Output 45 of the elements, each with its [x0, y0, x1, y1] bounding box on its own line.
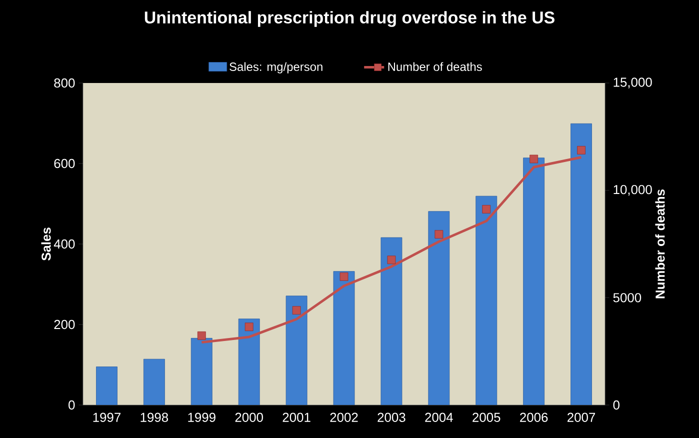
bar	[238, 318, 260, 405]
point	[482, 205, 491, 214]
bar	[96, 366, 118, 405]
legend-label: Number of deaths	[388, 62, 482, 71]
x-tick-label: 1999	[188, 412, 216, 422]
y2-tick-label: 5000	[613, 293, 642, 302]
point	[340, 272, 348, 281]
point	[197, 331, 206, 340]
x-tick-label: 2001	[282, 412, 310, 422]
y2-tick-label: 15,000	[614, 78, 652, 88]
bar	[523, 158, 545, 405]
point	[577, 146, 586, 154]
x-tick-label: 2004	[425, 412, 453, 422]
y2-axis-title: Number of deaths	[655, 189, 665, 298]
y-tick-label: 800	[54, 78, 75, 88]
y-tick-label: 0	[68, 400, 75, 410]
point	[530, 154, 538, 164]
x-tick-label: 1998	[140, 412, 168, 422]
y2-tick-label: 10,000	[614, 184, 652, 196]
x-tick-label: 1997	[93, 412, 120, 422]
y2-tick-label: 0	[613, 400, 620, 410]
x-tick-label: 2005	[472, 412, 500, 422]
bar	[333, 271, 355, 405]
bar	[143, 358, 165, 405]
legend-label: Sales: mg/person	[230, 62, 322, 74]
chart-title: Unintentional prescription drug overdose in the US	[144, 11, 554, 27]
x-tick-label: 2003	[378, 412, 406, 422]
x-tick-label: 2002	[330, 412, 358, 422]
x-tick-label: 2000	[235, 412, 263, 422]
y-axis-title: Sales	[41, 228, 51, 261]
point	[387, 256, 396, 264]
bar	[428, 211, 450, 405]
bar	[190, 338, 212, 405]
x-tick-label: 2006	[520, 412, 548, 422]
y-tick-label: 600	[54, 158, 75, 168]
bar	[286, 296, 308, 405]
point	[434, 230, 444, 239]
bar	[380, 237, 402, 405]
y-tick-label: 200	[54, 320, 75, 330]
point	[244, 322, 254, 332]
bar	[570, 123, 592, 405]
bar	[476, 196, 498, 405]
y-tick-label: 400	[54, 239, 75, 249]
x-tick-label: 2007	[568, 412, 596, 422]
point	[292, 306, 301, 315]
